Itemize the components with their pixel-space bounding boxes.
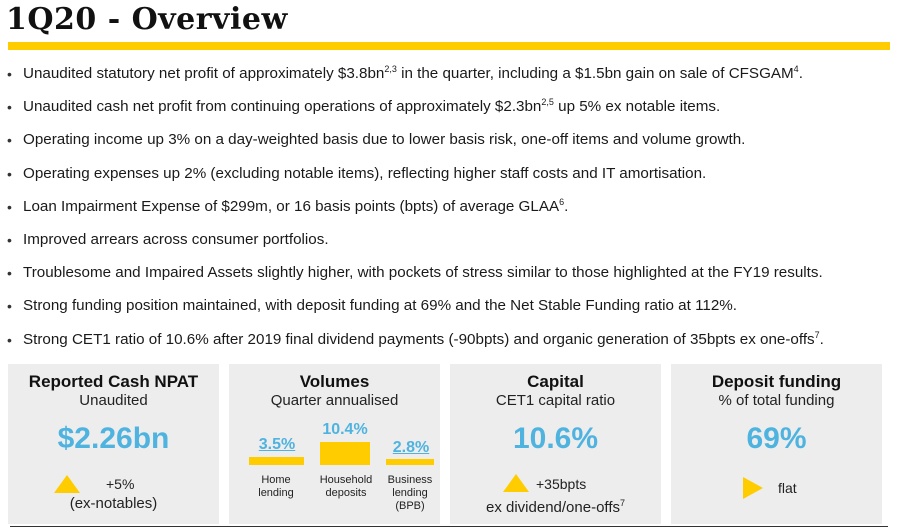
page-title: 1Q20 - Overview	[6, 2, 288, 37]
footer-divider	[10, 526, 888, 527]
bullet-dot-icon: •	[7, 132, 12, 149]
capital-change: +35bpts	[536, 476, 587, 492]
bullet-text: Operating income up 3% on a day-weighted…	[23, 131, 746, 149]
bullet-item: • Strong CET1 ratio of 10.6% after 2019 …	[0, 326, 905, 359]
deposit-value: 69%	[746, 422, 807, 455]
bullet-text: Improved arrears across consumer portfol…	[23, 230, 329, 248]
bullet-item: • Unaudited cash net profit from continu…	[0, 93, 905, 126]
business-lending-bar	[386, 459, 434, 465]
bullet-text: Loan Impairment Expense of $299m, or 16 …	[23, 197, 560, 215]
bullet-dot-icon: •	[7, 298, 12, 315]
capital-card: Capital CET1 capital ratio 10.6% +35bpts…	[450, 364, 661, 524]
home-lending-value: 3.5%	[258, 436, 296, 453]
household-deposits-bar	[320, 442, 370, 465]
capital-value: 10.6%	[512, 422, 599, 455]
bullet-text: Unaudited statutory net profit of approx…	[23, 65, 385, 82]
bullet-text-end: .	[798, 65, 803, 82]
volumes-card: Volumes Quarter annualised 3.5% Home lend…	[229, 364, 440, 524]
household-deposits-label: Household deposits	[319, 474, 373, 499]
up-triangle-icon	[503, 474, 529, 492]
bullet-dot-icon: •	[7, 198, 12, 215]
bullet-item: • Unaudited statutory net profit of appr…	[0, 60, 905, 93]
bullet-item: • Operating expenses up 2% (excluding no…	[0, 160, 905, 193]
bullet-text: Unaudited cash net profit from continuin…	[23, 98, 542, 116]
capital-note: ex dividend/one-offs7	[486, 498, 625, 516]
npat-card-title: Reported Cash NPAT	[28, 372, 199, 391]
volumes-card-title: Volumes	[299, 372, 370, 391]
footnote-ref: 7	[814, 329, 820, 340]
bullet-text-cont: in the quarter, including a $1.5bn gain …	[396, 65, 794, 82]
deposit-card-title: Deposit funding	[711, 372, 842, 391]
footnote-ref: 4	[793, 63, 799, 74]
deposit-card-subtitle: % of total funding	[718, 392, 835, 409]
bullet-text-cont: .	[564, 197, 569, 215]
bullet-dot-icon: •	[7, 165, 12, 182]
bullet-item: • Loan Impairment Expense of $299m, or 1…	[0, 193, 905, 226]
npat-card: Reported Cash NPAT Unaudited $2.26bn +5%…	[8, 364, 219, 524]
npat-value: $2.26bn	[57, 422, 170, 455]
bullet-text: Operating expenses up 2% (excluding nota…	[23, 164, 707, 182]
npat-card-subtitle: Unaudited	[79, 392, 148, 409]
household-deposits-value: 10.4%	[322, 421, 368, 438]
title-underline	[8, 42, 890, 50]
capital-card-title: Capital	[527, 372, 584, 391]
bullet-item: • Strong funding position maintained, wi…	[0, 292, 905, 325]
bullet-text-cont: up 5% ex notable items.	[553, 98, 721, 116]
deposit-card: Deposit funding % of total funding 69% f…	[671, 364, 882, 524]
bullet-dot-icon: •	[7, 66, 12, 82]
footnote-ref: 2,5	[541, 97, 554, 108]
bullet-dot-icon: •	[7, 99, 12, 116]
footnote-ref: 6	[559, 196, 565, 207]
home-lending-bar	[249, 457, 304, 465]
npat-note: (ex-notables)	[69, 495, 158, 512]
npat-change: +5%	[106, 476, 135, 492]
deposit-change: flat	[778, 480, 797, 496]
up-triangle-icon	[54, 475, 80, 493]
bullet-dot-icon: •	[7, 231, 12, 248]
bullet-list: • Unaudited statutory net profit of appr…	[0, 60, 905, 359]
bullet-dot-icon: •	[7, 331, 12, 348]
business-lending-value: 2.8%	[392, 439, 430, 456]
bullet-text: Troublesome and Impaired Assets slightly…	[23, 264, 823, 282]
bullet-item: • Improved arrears across consumer portf…	[0, 226, 905, 259]
capital-card-subtitle: CET1 capital ratio	[495, 392, 616, 409]
bullet-dot-icon: •	[7, 265, 12, 282]
right-triangle-icon	[743, 477, 763, 499]
bullet-text-cont: .	[819, 330, 824, 348]
bullet-item: • Operating income up 3% on a day-weight…	[0, 126, 905, 159]
footnote-ref: 2,3	[384, 63, 397, 74]
bullet-item: • Troublesome and Impaired Assets slight…	[0, 259, 905, 292]
business-lending-label: Business lending (BPB)	[387, 474, 433, 512]
bullet-text: Strong funding position maintained, with…	[23, 297, 738, 315]
volumes-card-subtitle: Quarter annualised	[270, 392, 399, 409]
home-lending-label: Home lending	[258, 474, 294, 499]
bullet-text: Strong CET1 ratio of 10.6% after 2019 fi…	[23, 330, 815, 348]
